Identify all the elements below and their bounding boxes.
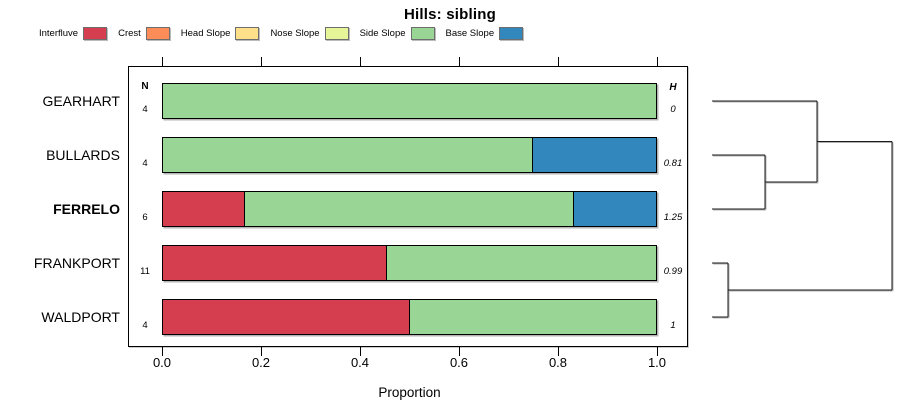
row-n-value: 6 (142, 212, 148, 223)
legend-item-label: Side Slope (359, 28, 406, 39)
row-n-value: 4 (142, 158, 148, 169)
legend-color-swatch (235, 27, 260, 40)
axis-tick-label: 0.4 (350, 355, 370, 370)
bar-segment (163, 300, 410, 334)
row-h-value: 0 (670, 104, 676, 115)
bar-segment (163, 246, 388, 280)
h-column-header: H (669, 82, 677, 93)
row-h-value: 0.99 (663, 266, 683, 277)
bar-segment (409, 300, 656, 334)
row-label: FERRELO (53, 201, 120, 217)
legend-item: Crest (118, 27, 170, 40)
axis-tick (458, 57, 460, 66)
stacked-bar (162, 137, 657, 173)
axis-tick (656, 57, 658, 66)
legend-item: Interfluve (39, 27, 108, 40)
axis-tick (359, 57, 361, 66)
axis-tick-label: 0.8 (548, 355, 568, 370)
bar-segment (163, 84, 656, 118)
x-axis-title: Proportion (378, 385, 441, 400)
stacked-bar (162, 83, 657, 119)
legend-color-swatch (324, 27, 349, 40)
row-label: BULLARDS (46, 147, 120, 163)
row-h-value: 1 (670, 320, 676, 331)
axis-tick (359, 347, 361, 356)
row-n-value: 4 (142, 320, 148, 331)
legend-item: Nose Slope (270, 27, 349, 40)
bar-segment (532, 138, 656, 172)
row-h-value: 0.81 (663, 158, 683, 169)
chart-title: Hills: sibling (404, 6, 496, 23)
row-label: WALDPORT (41, 309, 120, 325)
legend-color-swatch (410, 27, 435, 40)
bar-segment (387, 246, 656, 280)
row-label: FRANKPORT (33, 255, 120, 271)
axis-tick (656, 347, 658, 356)
bar-segment (573, 192, 656, 226)
axis-tick (557, 57, 559, 66)
legend-item-label: Head Slope (180, 28, 231, 39)
row-n-value: 11 (140, 266, 150, 277)
axis-tick (458, 347, 460, 356)
legend-item-label: Nose Slope (270, 28, 320, 39)
n-column-header: N (141, 81, 149, 92)
stacked-bar (162, 299, 657, 335)
axis-tick (161, 57, 163, 66)
legend-item: Base Slope (446, 27, 524, 40)
bar-segment (245, 192, 574, 226)
axis-tick-label: 1.0 (647, 355, 667, 370)
row-label: GEARHART (42, 93, 120, 109)
axis-tick (260, 347, 262, 356)
legend: Interfluve Crest Head Slope Nose Slope Side … (39, 27, 524, 40)
legend-item-label: Crest (118, 28, 141, 39)
row-n-value: 4 (142, 104, 148, 115)
legend-color-swatch (83, 27, 108, 40)
stacked-bar (162, 245, 657, 281)
bar-segment (163, 138, 533, 172)
axis-tick (161, 347, 163, 356)
stacked-bar (162, 191, 657, 227)
axis-tick (260, 57, 262, 66)
legend-color-swatch (145, 27, 170, 40)
axis-tick (557, 347, 559, 356)
axis-tick-label: 0.2 (251, 355, 271, 370)
legend-item: Head Slope (181, 27, 260, 40)
bar-segment (163, 192, 246, 226)
row-h-value: 1.25 (663, 212, 683, 223)
axis-tick-label: 0.0 (152, 355, 172, 370)
legend-item-label: Base Slope (445, 28, 495, 39)
legend-item: Side Slope (360, 27, 435, 40)
legend-color-swatch (499, 27, 524, 40)
legend-item-label: Interfluve (39, 28, 79, 39)
axis-tick-label: 0.6 (449, 355, 469, 370)
